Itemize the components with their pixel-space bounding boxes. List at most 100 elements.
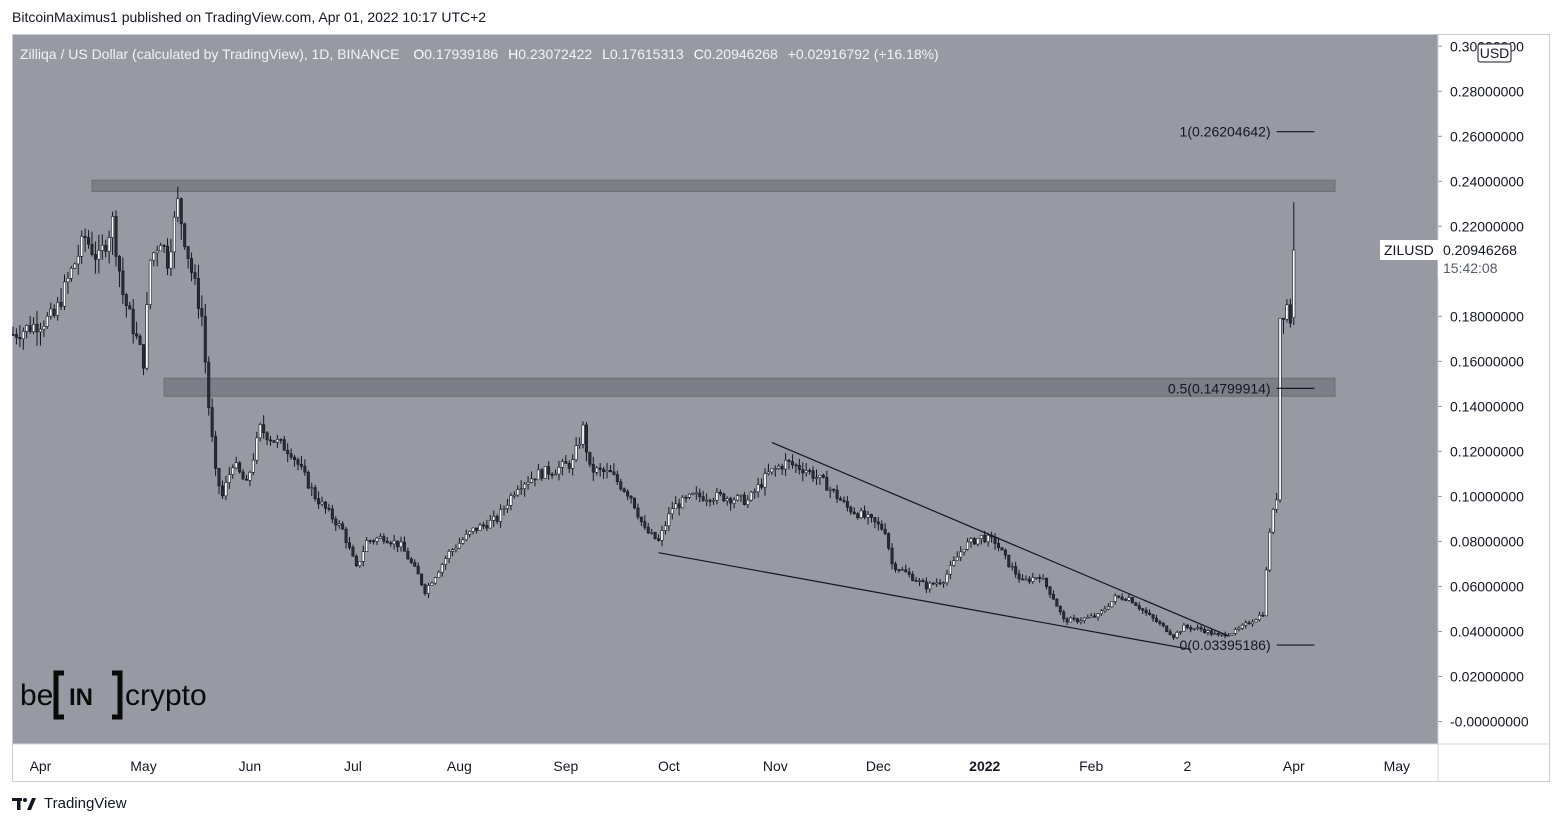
legend-high-label: H: [508, 46, 518, 62]
legend-low-label: L: [602, 46, 610, 62]
candle-body: [605, 470, 609, 473]
candle-body: [179, 198, 183, 225]
candle-body: [152, 252, 156, 261]
candle-body: [1075, 618, 1079, 623]
candle-body: [1007, 554, 1011, 568]
candle-body: [708, 499, 712, 502]
candle-body: [554, 473, 558, 476]
candle-body: [1158, 621, 1162, 624]
candle-body: [454, 547, 458, 551]
candle-body: [351, 547, 355, 557]
candle-body: [1058, 605, 1062, 613]
candle-body: [756, 484, 760, 493]
price-axis[interactable]: 0.300000000.280000000.260000000.24000000…: [1438, 38, 1529, 729]
candle-body: [416, 565, 420, 575]
candle-body: [73, 263, 77, 269]
candle-body: [1292, 249, 1296, 319]
candle-body: [602, 469, 606, 473]
wedge-upper-line: [771, 441, 1229, 637]
time-axis-label: Apr: [1283, 758, 1305, 774]
candle-body: [296, 459, 300, 465]
candle-body: [1220, 633, 1224, 636]
candle-body: [612, 471, 616, 475]
candle-body: [900, 569, 904, 571]
candle-body: [348, 542, 352, 548]
candle-body: [162, 245, 166, 247]
candle-body: [588, 451, 592, 465]
candle-body: [1254, 619, 1258, 623]
candle-body: [444, 558, 448, 565]
candle-body: [186, 246, 190, 259]
fib-level-label-0: 1(0.26204642): [1180, 124, 1271, 140]
candle-body: [516, 489, 520, 496]
candle-body: [1096, 613, 1100, 618]
candle-body: [914, 580, 918, 582]
candle-body: [317, 498, 321, 505]
price-axis-label: 0.24000000: [1450, 173, 1524, 189]
candle-body: [1264, 569, 1268, 617]
candle-body: [32, 323, 36, 332]
candle-body: [1000, 547, 1004, 551]
candle-body: [327, 507, 331, 510]
price-axis-label: 0.12000000: [1450, 443, 1524, 459]
candle-body: [639, 516, 643, 522]
candle-body: [1127, 597, 1131, 601]
candle-body: [93, 254, 97, 260]
watermark-be: be: [20, 679, 53, 712]
candle-body: [1275, 499, 1279, 510]
time-axis-label: Jun: [239, 758, 262, 774]
candle-body: [457, 543, 461, 549]
price-axis-label: -0.00000000: [1450, 713, 1529, 729]
candle-body: [382, 536, 386, 542]
candle-body: [753, 491, 757, 494]
candle-body: [509, 495, 513, 506]
candle-body: [591, 463, 595, 473]
candle-body: [104, 244, 108, 252]
candle-body: [1203, 628, 1207, 633]
candle-body: [1003, 549, 1007, 556]
candle-body: [1093, 615, 1097, 618]
candle-body: [114, 216, 118, 257]
candle-body: [117, 256, 121, 272]
candle-body: [674, 503, 678, 509]
candle-body: [203, 316, 207, 363]
candle-body: [69, 267, 73, 279]
candle-body: [725, 498, 729, 502]
candle-body: [52, 308, 56, 316]
candle-body: [378, 536, 382, 539]
candle-body: [1230, 633, 1234, 636]
candle-body: [1165, 625, 1169, 633]
candle-body: [272, 440, 276, 443]
candle-body: [341, 523, 345, 530]
candle-body: [1151, 614, 1155, 619]
candle-body: [691, 493, 695, 495]
price-axis-label: 0.08000000: [1450, 533, 1524, 549]
candle-body: [749, 491, 753, 501]
candle-body: [303, 466, 307, 473]
candle-body: [1062, 611, 1066, 620]
candle-body: [983, 534, 987, 543]
watermark-bracket-right: [112, 670, 123, 720]
candle-body: [468, 531, 472, 535]
candle-body: [715, 492, 719, 501]
time-axis[interactable]: Apr May Jun Jul Aug Sep Oct Nov Dec 2022 Feb 2 Apr Ma…: [30, 758, 1410, 774]
currency-badge[interactable]: USD: [1477, 43, 1512, 63]
candle-body: [893, 563, 897, 570]
candle-body: [814, 477, 818, 479]
candle-body: [38, 328, 42, 333]
candle-body: [904, 569, 908, 573]
candle-body: [773, 468, 777, 470]
price-chart[interactable]: 1(0.26204642) 0.5(0.14799914) 0(0.03395186…: [12, 34, 1550, 782]
candle-body: [399, 541, 403, 548]
candle-body: [447, 551, 451, 559]
candle-body: [1240, 624, 1244, 629]
candle-body: [1024, 578, 1028, 581]
watermark-logo: be IN crypto: [20, 670, 207, 720]
candle-body: [790, 461, 794, 466]
candle-body: [526, 482, 530, 485]
candle-body: [385, 540, 389, 544]
candle-body: [797, 464, 801, 470]
candle-body: [663, 525, 667, 531]
candle-body: [1148, 612, 1152, 615]
candle-body: [282, 439, 286, 451]
